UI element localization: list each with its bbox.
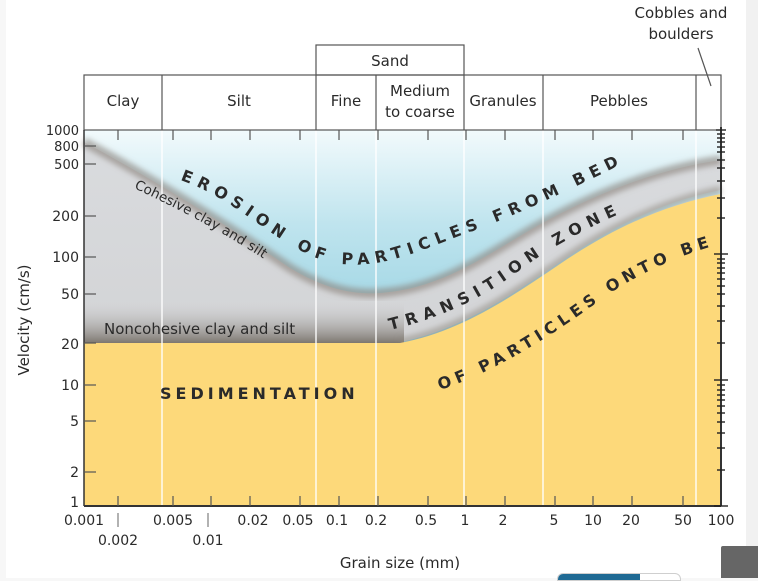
svg-text:100: 100 xyxy=(52,250,79,266)
svg-text:20: 20 xyxy=(61,337,79,353)
noncohesive-shade xyxy=(84,300,404,343)
y-ticks xyxy=(84,145,96,473)
progress-bar[interactable] xyxy=(557,573,681,581)
scroll-strip[interactable] xyxy=(746,0,758,578)
svg-text:0.001: 0.001 xyxy=(64,513,104,529)
header-cobbles: Cobbles and xyxy=(635,4,728,22)
grain-size-header xyxy=(83,44,722,131)
svg-text:50: 50 xyxy=(61,287,79,303)
x-ticks xyxy=(117,130,684,506)
sedimentation-label: SEDIMENTATION xyxy=(160,384,359,403)
svg-text:800: 800 xyxy=(54,140,79,155)
right-axis-ticks xyxy=(714,129,728,507)
svg-text:2: 2 xyxy=(499,513,508,529)
svg-text:0.5: 0.5 xyxy=(415,513,437,529)
svg-text:20: 20 xyxy=(622,513,640,529)
header-medium: Medium xyxy=(390,82,450,100)
svg-text:5: 5 xyxy=(550,513,559,529)
svg-text:0.02: 0.02 xyxy=(237,513,268,529)
header-clay: Clay xyxy=(107,92,140,110)
svg-text:0.05: 0.05 xyxy=(282,513,313,529)
header-fine: Fine xyxy=(331,92,361,110)
x-tick-labels: 0.001 0.005 0.02 0.05 0.1 0.2 0.5 1 2 5 … xyxy=(64,513,734,549)
plot-frame xyxy=(83,127,722,507)
category-boundaries xyxy=(161,130,697,506)
erosion-threshold-curve xyxy=(81,138,722,298)
svg-text:0.01: 0.01 xyxy=(192,533,223,549)
header-silt: Silt xyxy=(227,92,251,110)
y-axis-title: Velocity (cm/s) xyxy=(15,264,33,375)
x-tick-leaders xyxy=(117,513,209,527)
svg-text:500: 500 xyxy=(54,158,79,173)
svg-text:1: 1 xyxy=(70,495,79,511)
noncohesive-label: Noncohesive clay and silt xyxy=(104,320,295,338)
progress-fill xyxy=(558,574,640,580)
svg-text:1: 1 xyxy=(461,513,470,529)
header-boulders: boulders xyxy=(648,25,713,43)
svg-text:2: 2 xyxy=(70,465,79,481)
transition-zone xyxy=(84,142,721,343)
y-tick-labels: 1000 800 500 200 100 50 20 10 5 2 1 xyxy=(46,124,79,511)
header-pebbles: Pebbles xyxy=(590,92,648,110)
header-granules: Granules xyxy=(469,92,536,110)
sedimentation-region xyxy=(84,194,721,506)
x-axis-title: Grain size (mm) xyxy=(340,554,460,572)
transition-lower-edge xyxy=(399,186,722,346)
header-sand: Sand xyxy=(371,52,409,70)
svg-text:100: 100 xyxy=(708,513,735,529)
svg-text:10: 10 xyxy=(61,378,79,394)
svg-text:10: 10 xyxy=(584,513,602,529)
header-to-coarse: to coarse xyxy=(385,103,455,121)
svg-text:0.1: 0.1 xyxy=(326,513,348,529)
svg-text:0.002: 0.002 xyxy=(98,533,138,549)
svg-text:200: 200 xyxy=(52,209,79,225)
svg-text:50: 50 xyxy=(674,513,692,529)
svg-text:5: 5 xyxy=(70,414,79,430)
expand-corner-button[interactable] xyxy=(721,546,758,578)
svg-text:1000: 1000 xyxy=(46,124,79,139)
svg-text:0.2: 0.2 xyxy=(365,513,387,529)
svg-text:0.005: 0.005 xyxy=(153,513,193,529)
